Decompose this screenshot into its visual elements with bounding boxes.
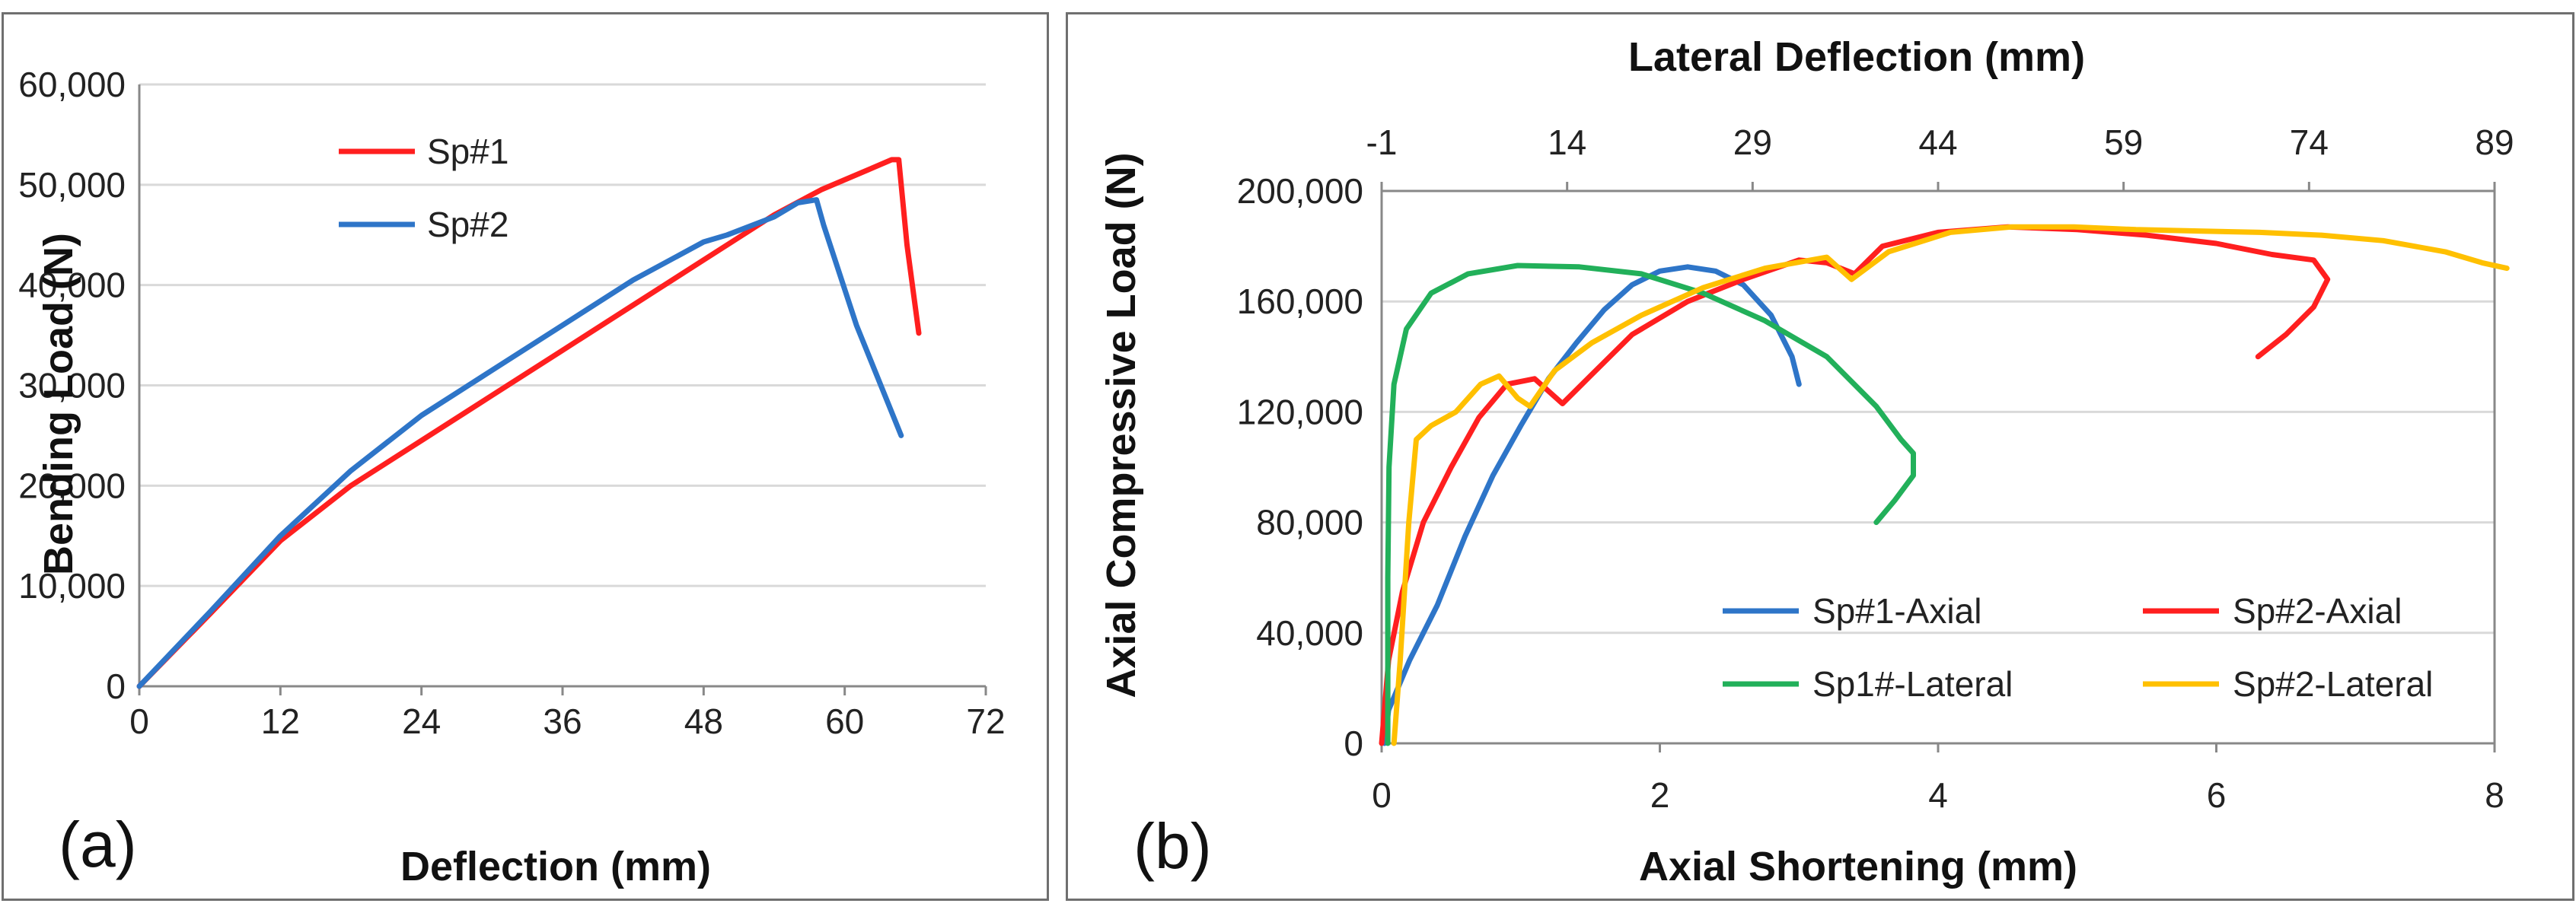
legend-label: Sp#2-Axial: [2233, 591, 2402, 631]
y-tick-label: 200,000: [1237, 171, 1363, 211]
chart-panel-b: 0 40,000 80,000 120,000 160,000 200,000 0 2 4 6 8 -…: [1066, 12, 2574, 901]
panel-label: (b): [1133, 810, 1212, 882]
plot-area-frame: [1380, 189, 2496, 745]
chart-panel-a: 0 10,000 20,000 30,000 40,000 50,000 60,000 0 12…: [2, 12, 1049, 901]
y-tick-label: 10,000: [18, 566, 126, 606]
y-tick-label: 40,000: [1256, 613, 1363, 653]
x-axis-title: Deflection (mm): [400, 844, 711, 889]
x-tick-label: 8: [2485, 775, 2504, 815]
bottom-x-axis-title: Axial Shortening (mm): [1639, 844, 2077, 889]
x-tick-label: 36: [543, 701, 582, 741]
series-line-Sp1-Axial: [1382, 264, 1802, 746]
top-x-axis-title: Lateral Deflection (mm): [1628, 34, 2085, 80]
y-tick-label: 120,000: [1237, 392, 1363, 431]
x-tick-label: 48: [684, 701, 723, 741]
x2-tick-label: 74: [2290, 122, 2329, 162]
x2-tick-label: 29: [1733, 122, 1772, 162]
x2-tick-label: 44: [1918, 122, 1957, 162]
x-tick-label: 4: [1928, 775, 1948, 815]
x-tick-label: 72: [966, 701, 1005, 741]
x-tick-label: 60: [825, 701, 864, 741]
y-tick-label: 80,000: [1256, 503, 1363, 542]
series-line-Sp2: [136, 197, 904, 689]
y-axis-title: Axial Compressive Load (N): [1098, 152, 1144, 698]
y-axis-title: Bending Load (N): [36, 233, 81, 575]
legend-label: Sp#2: [427, 205, 509, 244]
x-tick-label: 0: [1372, 775, 1392, 815]
y-tick-label: 30,000: [18, 366, 126, 406]
chart-b-svg: 0 40,000 80,000 120,000 160,000 200,000 0 2 4 6 8 -…: [1098, 34, 2514, 889]
x-tick-label: 12: [261, 701, 300, 741]
x2-tick-label: 89: [2475, 122, 2514, 162]
y-tick-label: 40,000: [18, 266, 126, 305]
y-tick-label: 50,000: [18, 165, 126, 205]
x2-tick-label: 59: [2104, 122, 2143, 162]
x-tick-label: 2: [1650, 775, 1670, 815]
y-tick-label: 20,000: [18, 466, 126, 505]
chart-a-svg: 0 10,000 20,000 30,000 40,000 50,000 60,000 0 12…: [18, 65, 1005, 889]
legend-label: Sp#1-Axial: [1812, 591, 1981, 631]
y-tick-label: 60,000: [18, 65, 126, 104]
x-tick-label: 24: [402, 701, 441, 741]
y-tick-label: 0: [1344, 724, 1363, 763]
series-line-Sp1-Lateral: [1385, 262, 1916, 746]
y-tick-label: 160,000: [1237, 282, 1363, 321]
legend-label: Sp#1: [427, 132, 509, 171]
x2-tick-label: -1: [1366, 122, 1398, 162]
x-tick-label: 0: [129, 701, 149, 741]
y-tick-label: 0: [106, 666, 126, 706]
series-line-Sp2-Lateral: [1391, 224, 2510, 746]
legend-label: Sp1#-Lateral: [1812, 664, 2013, 704]
legend-label: Sp#2-Lateral: [2233, 664, 2433, 704]
x2-tick-label: 14: [1548, 122, 1586, 162]
panel-label: (a): [59, 809, 137, 880]
x-tick-label: 6: [2207, 775, 2227, 815]
series-line-Sp1: [136, 157, 922, 689]
